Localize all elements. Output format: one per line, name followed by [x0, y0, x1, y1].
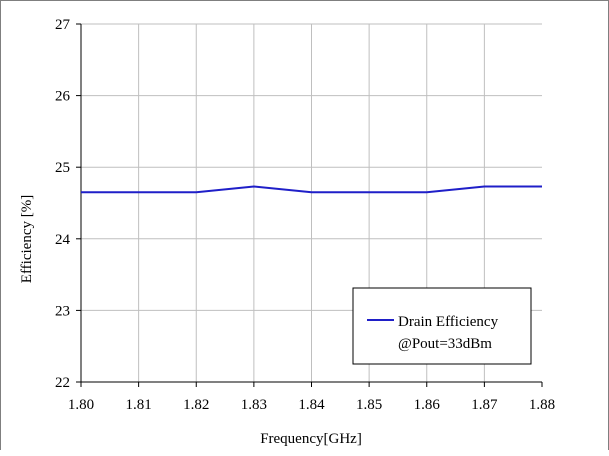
x-tick-label: 1.86: [414, 397, 441, 413]
legend: Drain Efficiency @Pout=33dBm: [352, 287, 532, 365]
x-tick-label: 1.83: [241, 397, 267, 413]
x-tick-label: 1.80: [68, 397, 94, 413]
series-line-drain-efficiency: [81, 185, 542, 194]
x-tick-label: 1.82: [183, 397, 209, 413]
legend-series-name: Drain Efficiency: [398, 314, 499, 330]
x-tick-label: 1.88: [529, 397, 555, 413]
axis-layer: [76, 23, 543, 387]
y-tick-label: 25: [55, 160, 70, 176]
x-tick-label: 1.81: [126, 397, 152, 413]
x-tick-label: 1.84: [298, 397, 325, 413]
series-layer: [81, 185, 542, 194]
y-tick-label: 22: [55, 375, 70, 391]
legend-box: [352, 287, 532, 365]
legend-series-condition: @Pout=33dBm: [398, 336, 492, 352]
y-tick-label: 26: [55, 89, 71, 105]
x-axis-label: Frequency[GHz]: [260, 431, 362, 447]
y-tick-label: 27: [55, 17, 71, 33]
grid-layer: [81, 23, 542, 382]
x-tick-label: 1.87: [471, 397, 498, 413]
y-tick-label: 23: [55, 303, 70, 319]
y-tick-label: 24: [55, 232, 71, 248]
x-tick-label: 1.85: [356, 397, 382, 413]
y-axis-label: Efficiency [%]: [19, 195, 35, 283]
tick-label-layer: 1.80 1.81 1.82 1.83 1.84 1.85 1.86 1.87 1.88 22 23…: [55, 17, 555, 413]
